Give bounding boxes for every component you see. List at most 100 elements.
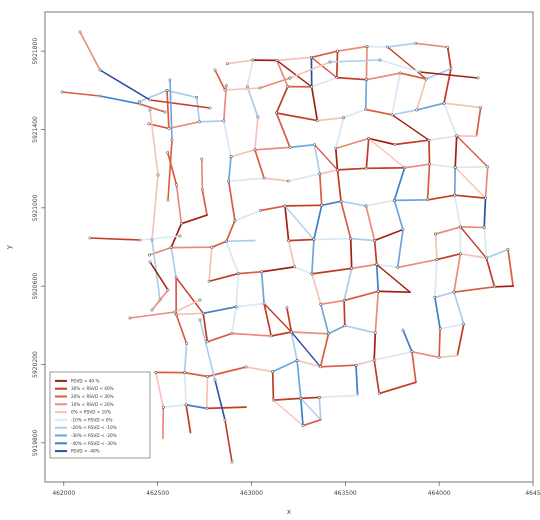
- network-edge: [290, 331, 298, 362]
- network-node: [201, 311, 205, 315]
- legend: RSVD > 40 % 30% < RSVD < 40% 20% < RSVD < …: [49, 371, 151, 459]
- network-edge: [270, 331, 293, 337]
- network-node: [449, 67, 453, 71]
- network-node: [283, 204, 287, 208]
- network-edge: [263, 302, 293, 333]
- network-edge: [138, 89, 168, 103]
- network-edge: [185, 404, 192, 434]
- network-edge: [454, 166, 489, 169]
- network-edge: [402, 329, 413, 353]
- network-edge: [475, 106, 482, 138]
- network-node: [207, 279, 211, 283]
- network-edge: [313, 143, 339, 171]
- network-edge: [434, 296, 441, 330]
- network-edge: [287, 238, 315, 242]
- network-node: [262, 176, 266, 180]
- network-edge: [364, 78, 368, 111]
- network-edge: [319, 299, 345, 306]
- x-axis-title: x: [287, 508, 291, 516]
- network-node: [271, 398, 275, 402]
- network-node: [245, 85, 249, 89]
- network-edge: [319, 364, 357, 368]
- network-edge: [453, 285, 496, 293]
- network-edge: [335, 76, 368, 81]
- network-edge: [426, 194, 456, 201]
- network-edge: [484, 166, 489, 199]
- network-edge: [485, 257, 496, 288]
- network-node: [60, 90, 64, 94]
- network-node: [137, 100, 141, 104]
- network-node: [167, 126, 171, 130]
- network-edge: [162, 404, 187, 409]
- network-node: [169, 246, 173, 250]
- network-edge: [175, 312, 205, 316]
- network-edge: [205, 406, 247, 410]
- network-edge: [443, 102, 482, 109]
- network-edge: [374, 290, 380, 334]
- legend-label: -10% < RSVD < 0%: [71, 417, 112, 422]
- network-edge: [200, 158, 204, 191]
- network-edge: [275, 112, 291, 149]
- network-node: [455, 134, 459, 138]
- network-node: [195, 95, 199, 99]
- network-node: [452, 290, 456, 294]
- legend-label: -20% < RSVD < -10%: [71, 425, 117, 430]
- network-edge: [260, 266, 296, 273]
- network-node: [373, 331, 377, 335]
- network-node: [230, 331, 234, 335]
- network-edge: [275, 59, 289, 88]
- network-edge: [284, 205, 315, 241]
- network-edge: [79, 31, 101, 71]
- network-edge: [373, 331, 377, 361]
- network-edge: [246, 85, 259, 118]
- network-node: [173, 310, 177, 314]
- network-edge: [319, 303, 330, 335]
- network-node: [310, 272, 314, 276]
- network-node: [484, 196, 487, 200]
- network-node: [223, 418, 227, 422]
- network-node: [299, 396, 303, 400]
- network-edge: [349, 237, 376, 242]
- network-edge: [310, 50, 339, 59]
- network-edge: [459, 252, 488, 259]
- legend-label: RSVD > 40 %: [71, 378, 99, 383]
- network-node: [184, 403, 188, 407]
- network-node: [205, 340, 209, 344]
- network-edge: [275, 112, 319, 122]
- network-edge: [393, 139, 430, 146]
- network-edge: [225, 239, 256, 243]
- network-node: [224, 84, 228, 88]
- network-edge: [231, 332, 273, 337]
- network-edge: [263, 302, 273, 337]
- network-node: [309, 55, 313, 59]
- network-edge: [439, 323, 465, 330]
- network-edge: [336, 167, 368, 171]
- network-edge: [318, 169, 339, 175]
- network-edge: [198, 120, 225, 123]
- network-edge: [459, 226, 486, 229]
- network-edge: [195, 96, 201, 123]
- network-edge: [453, 166, 457, 197]
- network-edge: [396, 258, 438, 269]
- network-node: [253, 148, 257, 152]
- y-tick-label: 5920600: [32, 273, 39, 300]
- network-edge: [310, 85, 319, 122]
- network-node: [410, 350, 414, 354]
- network-node: [414, 41, 418, 45]
- network-node: [315, 119, 319, 123]
- network-edge: [386, 42, 417, 48]
- network-node: [318, 172, 322, 176]
- network-edge: [99, 69, 151, 101]
- legend-label: 20% < RSVD < 30%: [71, 394, 114, 399]
- network-edge: [245, 366, 274, 373]
- network-edge: [434, 233, 438, 261]
- network-node: [158, 298, 162, 302]
- network-edge: [311, 267, 353, 275]
- network-node: [312, 238, 316, 241]
- network-node: [434, 232, 438, 236]
- network-edge: [364, 108, 393, 116]
- network-edge: [149, 261, 169, 291]
- network-edge: [254, 146, 291, 151]
- network-edge: [334, 137, 370, 150]
- network-edge: [235, 272, 240, 308]
